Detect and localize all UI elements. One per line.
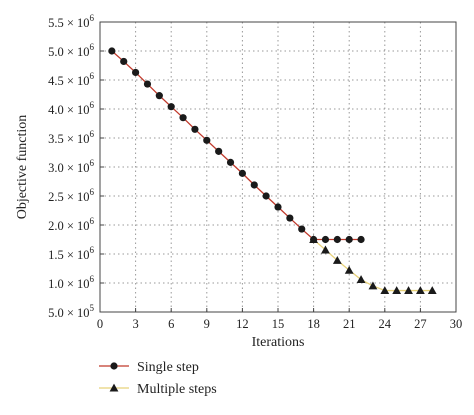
x-tick-label: 27 xyxy=(414,317,427,331)
data-point xyxy=(215,147,223,155)
legend-label: Multiple steps xyxy=(137,382,217,397)
y-tick-label: 5.5 × 106 xyxy=(48,13,94,30)
x-tick-label: 24 xyxy=(379,317,392,331)
legend: Single step Multiple steps xyxy=(99,360,217,397)
grid-lines xyxy=(100,22,456,312)
data-point xyxy=(191,125,199,133)
data-point xyxy=(274,203,282,211)
legend-marker xyxy=(110,362,118,370)
legend-marker xyxy=(109,383,119,392)
y-tick-label: 5.0 × 105 xyxy=(48,303,94,320)
data-point xyxy=(427,286,437,295)
y-tick-label: 1.5 × 106 xyxy=(48,245,94,262)
data-point xyxy=(132,68,140,77)
data-point xyxy=(238,169,246,177)
data-point xyxy=(344,265,354,274)
x-tick-label: 21 xyxy=(343,317,356,331)
data-point xyxy=(357,235,365,244)
data-point xyxy=(332,255,342,264)
series-line xyxy=(111,50,362,241)
x-tick-label: 9 xyxy=(204,317,210,331)
data-point xyxy=(250,181,258,189)
y-tick-label: 4.5 × 106 xyxy=(48,71,94,88)
data-point xyxy=(179,114,187,122)
y-tick-label: 3.0 × 106 xyxy=(48,158,94,175)
y-axis-title: Objective function xyxy=(15,115,30,220)
x-tick-label: 0 xyxy=(97,317,103,331)
data-point xyxy=(203,136,211,144)
data-point xyxy=(262,192,270,200)
legend-item: Single step xyxy=(99,360,199,375)
data-point xyxy=(416,286,425,295)
data-point xyxy=(226,158,235,166)
y-tick-label: 4.0 × 106 xyxy=(48,100,94,117)
data-point xyxy=(120,57,128,66)
data-point xyxy=(321,235,330,244)
data-series xyxy=(108,47,437,295)
data-point xyxy=(155,92,163,100)
x-tick-label: 30 xyxy=(450,317,463,331)
data-point xyxy=(380,286,390,295)
data-point xyxy=(108,47,116,55)
data-point xyxy=(404,286,413,295)
data-point xyxy=(333,235,341,244)
data-point xyxy=(310,235,318,244)
data-point xyxy=(286,214,294,222)
x-tick-label: 18 xyxy=(307,317,320,331)
data-point xyxy=(321,245,330,254)
y-tick-label: 2.0 × 106 xyxy=(48,216,94,233)
data-point xyxy=(356,275,366,284)
x-tick-label: 3 xyxy=(132,317,138,331)
y-tick-label: 1.0 × 106 xyxy=(48,274,94,291)
data-point xyxy=(143,80,152,88)
series-single-step xyxy=(108,47,365,244)
y-tick-label: 5.0 × 106 xyxy=(48,42,94,59)
x-axis-title: Iterations xyxy=(252,335,305,350)
data-point xyxy=(167,103,175,111)
data-point xyxy=(368,281,378,290)
x-tick-label: 6 xyxy=(168,317,174,331)
data-point xyxy=(392,286,402,295)
y-tick-label: 2.5 × 106 xyxy=(48,187,94,204)
axis-ticks: 0 3 6 9 12 15 18 21 24 27 30 5.0 × 105 1.0 × 106 1.5 … xyxy=(48,13,462,331)
data-point xyxy=(298,225,306,233)
x-tick-label: 15 xyxy=(272,317,285,331)
x-tick-label: 12 xyxy=(236,317,249,331)
legend-label: Single step xyxy=(137,360,199,375)
y-tick-label: 3.5 × 106 xyxy=(48,129,94,146)
legend-item: Multiple steps xyxy=(99,382,217,397)
data-point xyxy=(345,235,353,244)
series-multiple-steps xyxy=(309,235,437,295)
